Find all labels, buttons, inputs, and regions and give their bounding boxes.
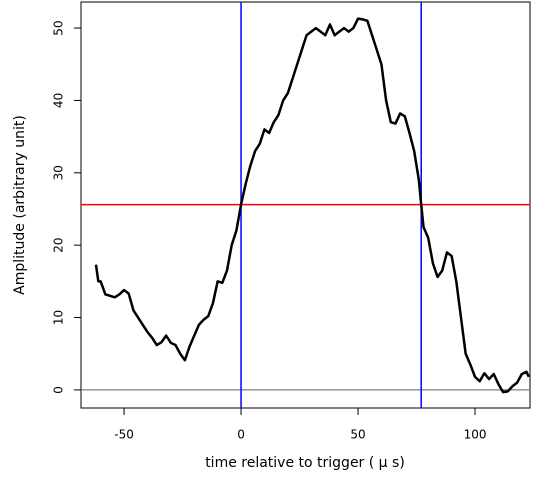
x-axis-label: time relative to trigger ( μ s) — [205, 455, 405, 471]
y-tick-label: 10 — [52, 310, 66, 325]
x-tick-label: 50 — [350, 428, 365, 442]
y-tick-label: 40 — [52, 93, 66, 108]
y-axis-label: Amplitude (arbitrary unit) — [12, 115, 28, 295]
x-tick-label: -50 — [114, 428, 134, 442]
y-tick-label: 20 — [52, 238, 66, 253]
signal-line — [94, 17, 530, 394]
y-tick-label: 30 — [52, 165, 66, 180]
x-tick-label: 100 — [464, 428, 487, 442]
x-tick-label: 0 — [237, 428, 245, 442]
y-tick-label: 0 — [52, 386, 66, 394]
y-tick-label: 50 — [52, 20, 66, 35]
